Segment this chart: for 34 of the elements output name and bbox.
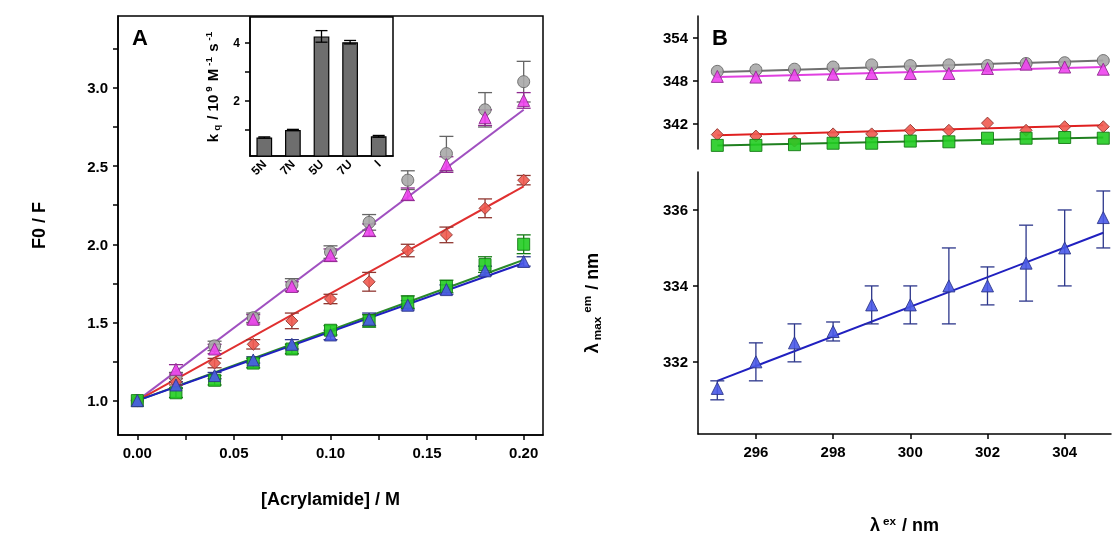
x-tick-label: 5N xyxy=(248,157,270,178)
x-tick-label: 5U xyxy=(305,157,327,178)
y-axis-title: λmaxem / nm xyxy=(579,252,603,354)
y-tick-label: 2 xyxy=(233,93,241,108)
x-axis-title: [Acrylamide] / M xyxy=(260,489,401,509)
y-tick-label: 348 xyxy=(662,72,688,90)
x-tick-label: 296 xyxy=(743,443,769,460)
x-tick-label: I xyxy=(371,157,384,170)
x-tick-label: 0.00 xyxy=(122,444,152,461)
y-tick-label: 342 xyxy=(662,115,688,133)
annotation: B xyxy=(712,24,728,50)
x-tick-label: 0.05 xyxy=(219,444,249,461)
x-tick-label: 302 xyxy=(974,443,1000,460)
x-tick-label: 0.10 xyxy=(315,444,346,461)
y-tick-label: 336 xyxy=(662,201,688,219)
y-tick-label: 1.0 xyxy=(87,392,108,410)
y-tick-label: 2.5 xyxy=(87,157,108,175)
y-tick-label: 2.0 xyxy=(87,235,108,253)
y-axis-title: F0 / F xyxy=(29,201,49,250)
y-tick-label: 3.0 xyxy=(87,79,108,97)
y-tick-label: 332 xyxy=(662,353,688,371)
y-tick-label: 4 xyxy=(233,36,241,51)
x-tick-label: 0.20 xyxy=(509,444,539,461)
x-tick-label: 7N xyxy=(277,157,298,178)
x-tick-label: 298 xyxy=(820,443,846,460)
y-tick-label: 334 xyxy=(662,277,689,295)
y-axis-title: kq / 109 M-1 s-1 xyxy=(202,31,222,143)
x-tick-label: 7U xyxy=(334,157,356,178)
y-tick-label: 1.5 xyxy=(87,313,108,331)
annotation: A xyxy=(132,24,148,50)
x-tick-label: 0.15 xyxy=(412,444,442,461)
x-tick-label: 304 xyxy=(1052,443,1078,460)
y-tick-label: 354 xyxy=(662,29,689,47)
x-tick-label: 300 xyxy=(897,443,923,460)
